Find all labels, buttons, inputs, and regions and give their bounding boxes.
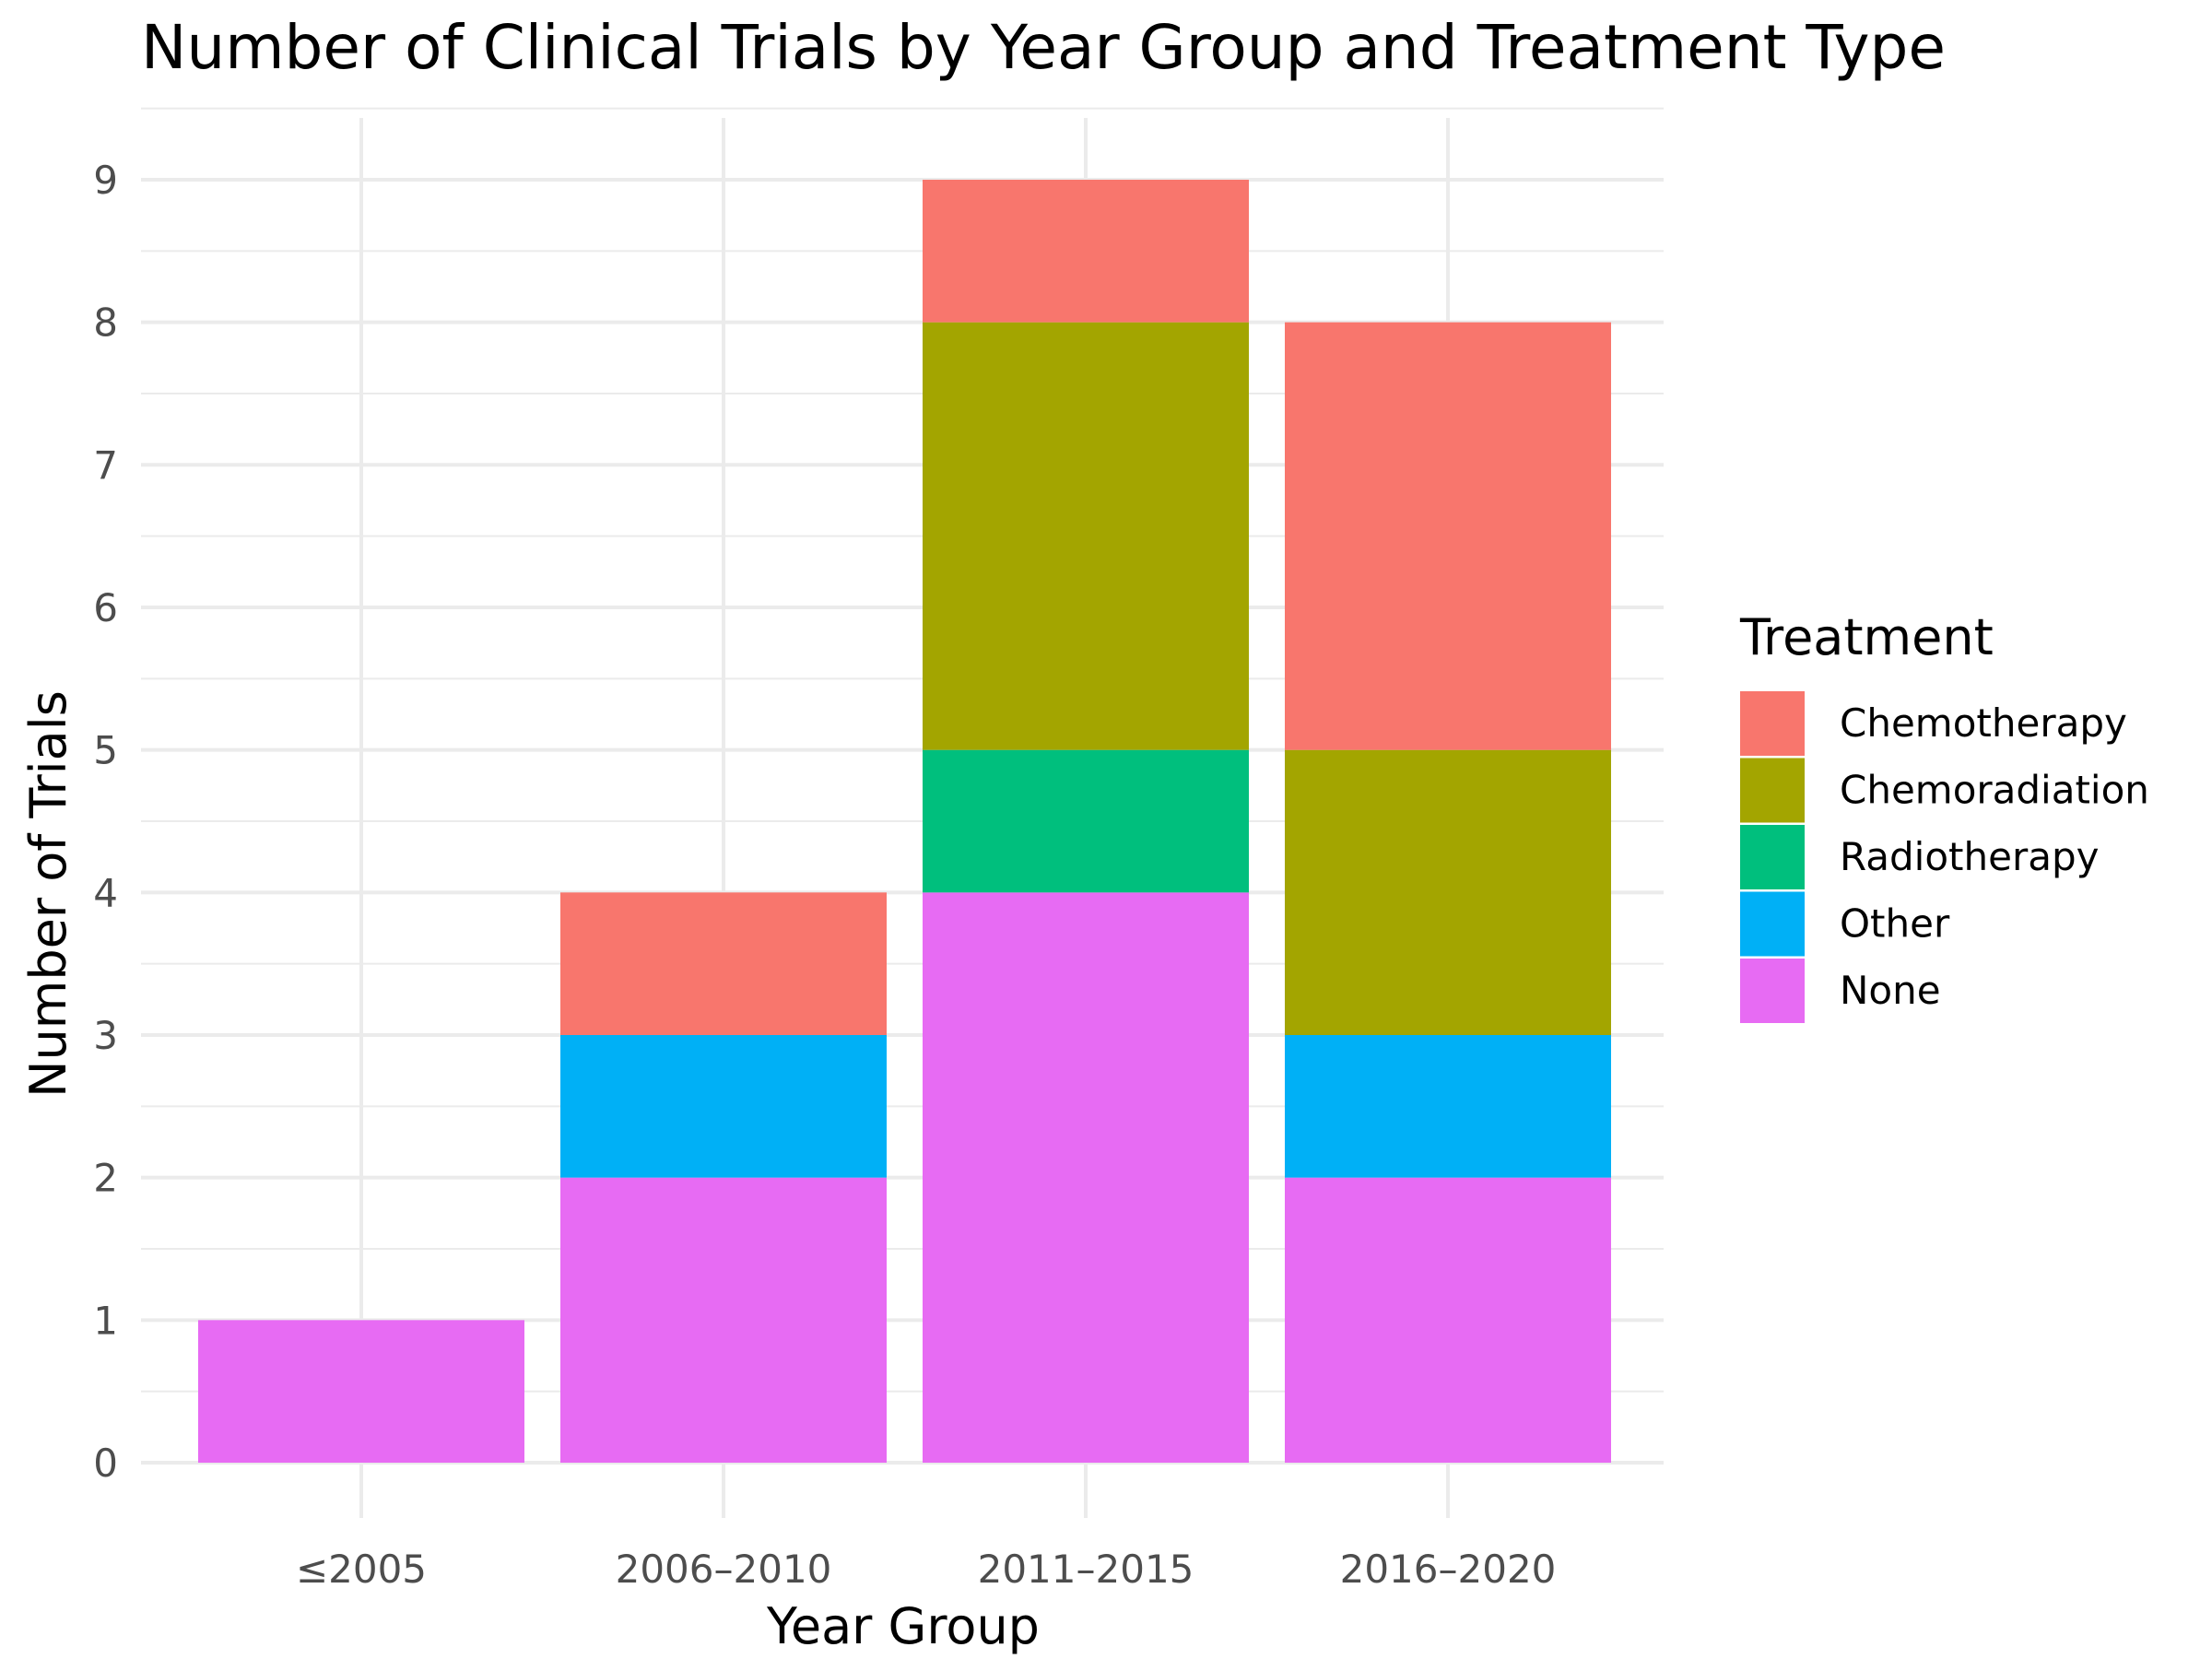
- bar-segment: [923, 180, 1249, 323]
- legend-key: [1740, 959, 1805, 1023]
- y-axis-title: Number of Trials: [19, 690, 77, 1098]
- legend-key: [1740, 691, 1805, 756]
- legend-key: [1740, 758, 1805, 823]
- bar-segment: [560, 892, 887, 1035]
- bar-segment: [923, 322, 1249, 750]
- bar-segment: [1285, 1177, 1611, 1463]
- bar-segment: [560, 1035, 887, 1178]
- x-tick-label: 2006–2010: [616, 1547, 832, 1592]
- y-tick-label: 4: [93, 870, 118, 915]
- bar-segment: [198, 1320, 524, 1463]
- y-tick-label: 5: [93, 728, 118, 773]
- bar-segment: [1285, 749, 1611, 1035]
- legend-title: Treatment: [1739, 608, 1994, 666]
- bar-segment: [923, 892, 1249, 1463]
- bars: [198, 180, 1611, 1463]
- bar-segment: [1285, 1035, 1611, 1178]
- x-tick-label: 2016–2020: [1340, 1547, 1557, 1592]
- y-tick-label: 1: [93, 1298, 118, 1343]
- bar-segment: [923, 749, 1249, 893]
- x-tick-label: 2011–2015: [978, 1547, 1194, 1592]
- x-tick-label: ≤2005: [296, 1547, 427, 1592]
- legend-label: None: [1840, 968, 1941, 1013]
- legend-label: Chemotherapy: [1840, 700, 2127, 746]
- y-tick-label: 8: [93, 300, 118, 346]
- chart-title: Number of Clinical Trials by Year Group …: [141, 12, 1946, 83]
- bar-segment: [1285, 322, 1611, 750]
- y-tick-label: 7: [93, 442, 118, 488]
- y-tick-label: 9: [93, 158, 118, 203]
- y-tick-label: 3: [93, 1013, 118, 1058]
- x-axis-ticks: ≤2005 2006–2010 2011–2015 2016–2020: [296, 1547, 1556, 1592]
- x-axis-title: Year Group: [766, 1597, 1040, 1655]
- legend: Treatment Chemotherapy Chemoradiation Radi…: [1739, 608, 2149, 1023]
- y-tick-label: 2: [93, 1156, 118, 1201]
- bar-segment: [560, 1177, 887, 1463]
- y-tick-label: 6: [93, 585, 118, 630]
- legend-label: Other: [1840, 901, 1950, 947]
- y-axis-ticks: 0 1 2 3 4 5 6 7 8 9: [93, 158, 118, 1486]
- y-tick-label: 0: [93, 1441, 118, 1486]
- legend-key: [1740, 891, 1805, 957]
- legend-label: Chemoradiation: [1840, 768, 2149, 813]
- legend-label: Radiotherapy: [1840, 834, 2099, 879]
- legend-key: [1740, 825, 1805, 889]
